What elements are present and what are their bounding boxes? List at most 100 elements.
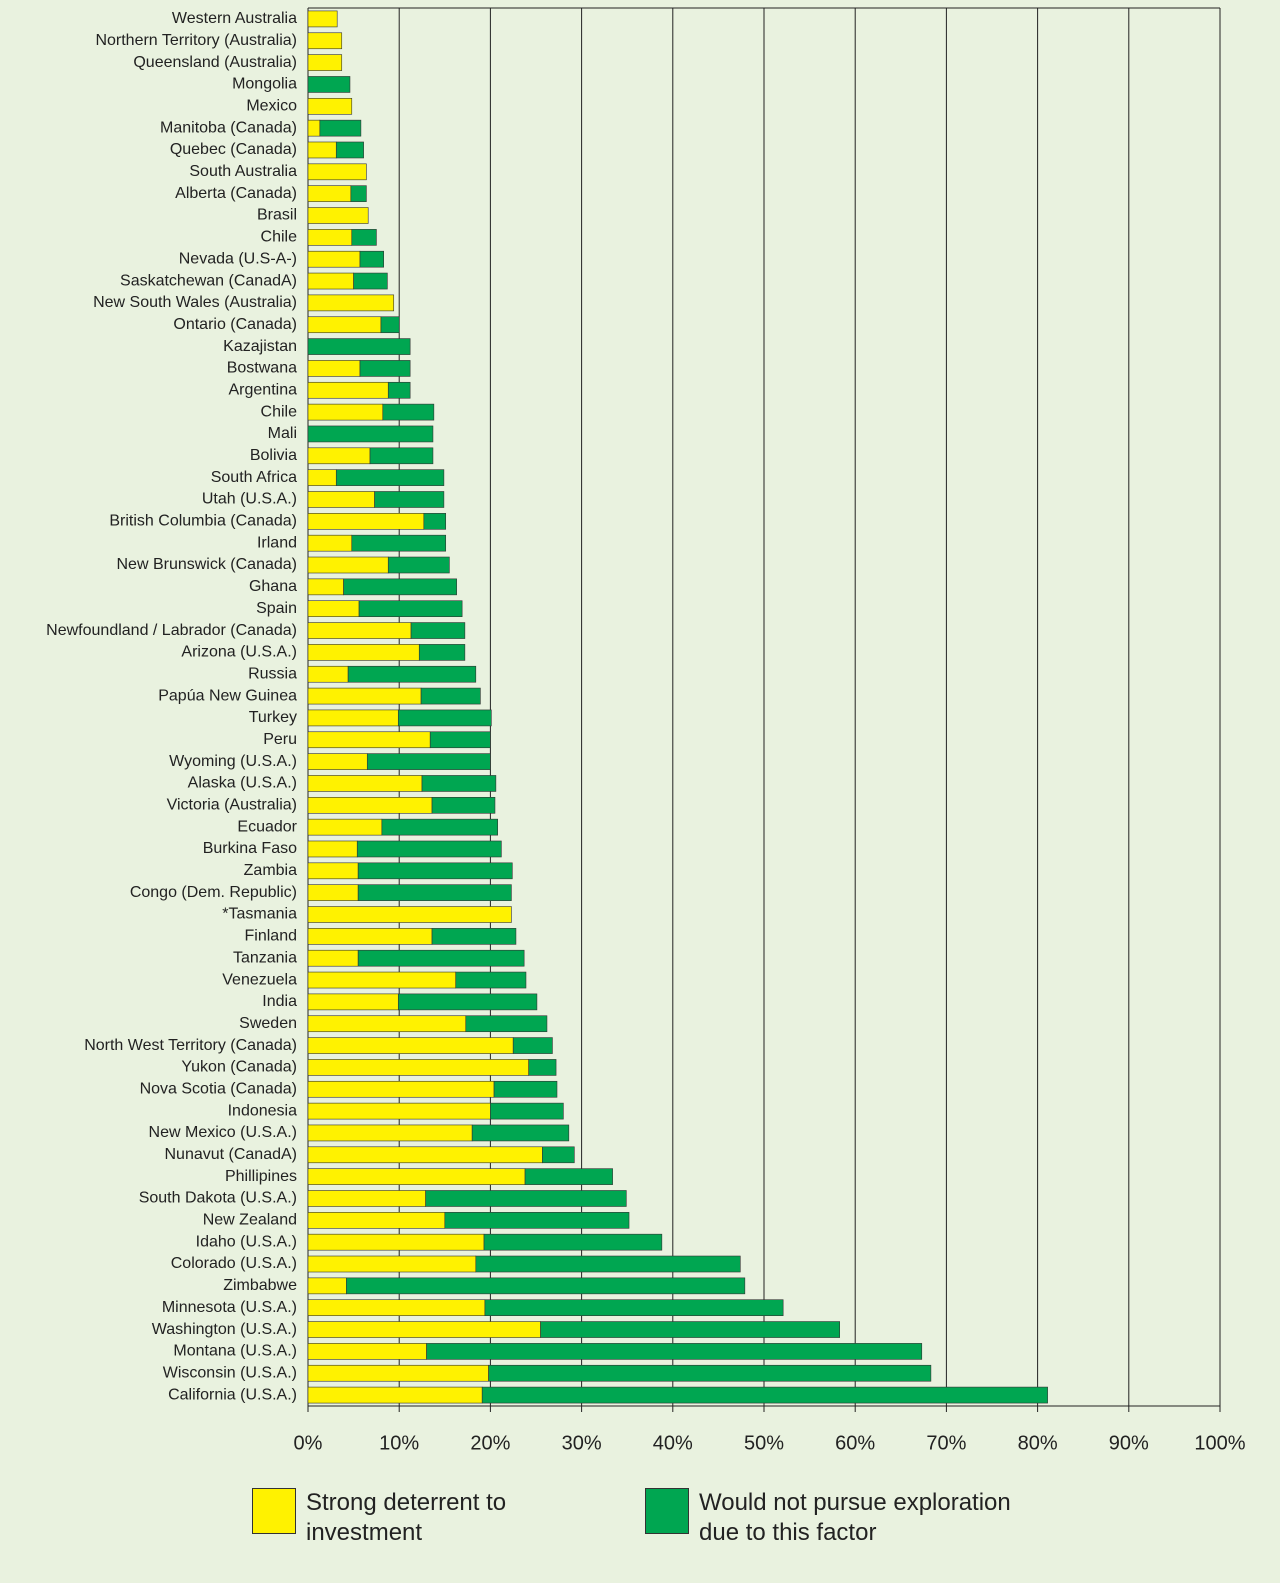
bar-segment: [307, 1124, 473, 1142]
y-tick-label: Mongolia: [232, 76, 297, 93]
bar-segment: [307, 1080, 495, 1098]
y-tick-label: Montana (U.S.A.): [173, 1343, 297, 1360]
x-tick-label: 10%: [379, 1432, 419, 1454]
bar-segment: [307, 556, 389, 574]
bar-segment: [425, 1190, 627, 1207]
bar-segment: [307, 1343, 427, 1360]
bar-segment: [351, 229, 377, 246]
y-tick-label: Western Australia: [172, 10, 297, 27]
bar-segment: [307, 163, 367, 181]
bar-segment: [359, 250, 384, 268]
bar-segment: [307, 54, 343, 71]
y-tick-label: Nunavut (CanadA): [164, 1146, 297, 1163]
bar-segment: [307, 513, 425, 530]
y-tick-label: Irland: [257, 534, 297, 551]
bar-segment: [307, 949, 359, 967]
bar-segment: [307, 993, 399, 1011]
bar-segment: [353, 272, 388, 290]
bar-segment: [366, 753, 491, 770]
y-tick-label: Mexico: [246, 98, 297, 115]
y-tick-label: Indonesia: [228, 1102, 297, 1119]
bar-segment: [307, 644, 420, 661]
bar-segment: [542, 1146, 575, 1164]
bar-segment: [307, 906, 512, 923]
bar-segment: [307, 381, 389, 399]
y-tick-label: North West Territory (Canada): [84, 1037, 297, 1054]
bar-segment: [307, 97, 353, 115]
y-tick-label: Newfoundland / Labrador (Canada): [46, 622, 297, 639]
bar-segment: [335, 469, 445, 486]
bar-segment: [307, 425, 434, 443]
y-tick-label: Russia: [248, 665, 297, 682]
bar-segment: [528, 1059, 557, 1076]
bar-segment: [307, 884, 359, 901]
bar-segment: [307, 250, 361, 268]
bar-segment: [307, 229, 353, 246]
bar-segment: [307, 403, 384, 421]
y-tick-label: Idaho (U.S.A.): [196, 1233, 297, 1250]
bar-segment: [351, 534, 447, 552]
legend-swatch: [252, 1488, 296, 1534]
x-tick-label: 90%: [1109, 1432, 1149, 1454]
bar-segment: [307, 1015, 467, 1033]
bar-segment: [307, 818, 383, 836]
bar-segment: [307, 1233, 485, 1251]
y-tick-label: New South Wales (Australia): [93, 294, 297, 311]
bar-segment: [307, 1146, 543, 1164]
y-tick-label: Chile: [261, 403, 298, 420]
y-tick-label: Spain: [256, 600, 297, 617]
y-tick-label: Alberta (Canada): [175, 185, 297, 202]
bar-segment: [418, 644, 466, 661]
y-tick-label: Chile: [261, 229, 298, 246]
y-tick-label: *Tasmania: [222, 906, 297, 923]
bar-segment: [307, 141, 337, 159]
y-tick-label: Congo (Dem. Republic): [130, 884, 297, 901]
y-tick-label: Colorado (U.S.A.): [171, 1255, 297, 1272]
bar-segment: [369, 447, 434, 465]
y-tick-label: South Dakota (U.S.A.): [139, 1190, 297, 1207]
bar-segment: [307, 76, 351, 93]
x-tick-label: 40%: [653, 1432, 693, 1454]
y-tick-label: New Brunswick (Canada): [116, 556, 297, 573]
bar-segment: [421, 775, 497, 792]
bar-segment: [307, 665, 349, 683]
legend-label: Strong deterrent to investment: [306, 1489, 507, 1546]
bar-segment: [307, 491, 375, 508]
y-tick-label: Argentina: [229, 381, 298, 398]
bar-segment: [484, 1299, 784, 1317]
y-tick-label: Burkina Faso: [203, 840, 297, 857]
bar-segment: [307, 338, 411, 355]
bar-segment: [475, 1255, 741, 1273]
bar-segment: [358, 600, 463, 618]
y-tick-label: Bolivia: [250, 447, 297, 464]
bar-segment: [431, 928, 517, 945]
bar-segment: [307, 272, 354, 290]
bar-segment: [423, 513, 447, 530]
x-tick-label: 100%: [1194, 1432, 1245, 1454]
bar-segment: [483, 1233, 663, 1251]
bar-segment: [465, 1015, 548, 1033]
x-tick-label: 50%: [744, 1432, 784, 1454]
y-tick-label: Phillipines: [225, 1168, 297, 1185]
x-tick-label: 80%: [1018, 1432, 1058, 1454]
bar-segment: [307, 687, 422, 705]
bar-segment: [374, 491, 445, 508]
y-tick-label: New Zealand: [203, 1212, 297, 1229]
x-tick-label: 0%: [294, 1432, 323, 1454]
bar-segment: [307, 928, 433, 945]
x-tick-label: 70%: [926, 1432, 966, 1454]
bar-segment: [381, 818, 498, 836]
bar-segment: [307, 731, 431, 749]
y-tick-label: Papúa New Guinea: [158, 687, 297, 704]
bar-segment: [307, 1386, 483, 1404]
bar-segment: [471, 1124, 570, 1142]
y-tick-label: South Africa: [211, 469, 297, 486]
bar-segment: [319, 119, 362, 137]
bar-segment: [382, 403, 435, 421]
bar-segment: [356, 840, 502, 858]
bar-segment: [455, 971, 527, 989]
y-tick-label: Zambia: [244, 862, 297, 879]
bar-segment: [431, 796, 496, 814]
bar-segment: [429, 731, 491, 749]
